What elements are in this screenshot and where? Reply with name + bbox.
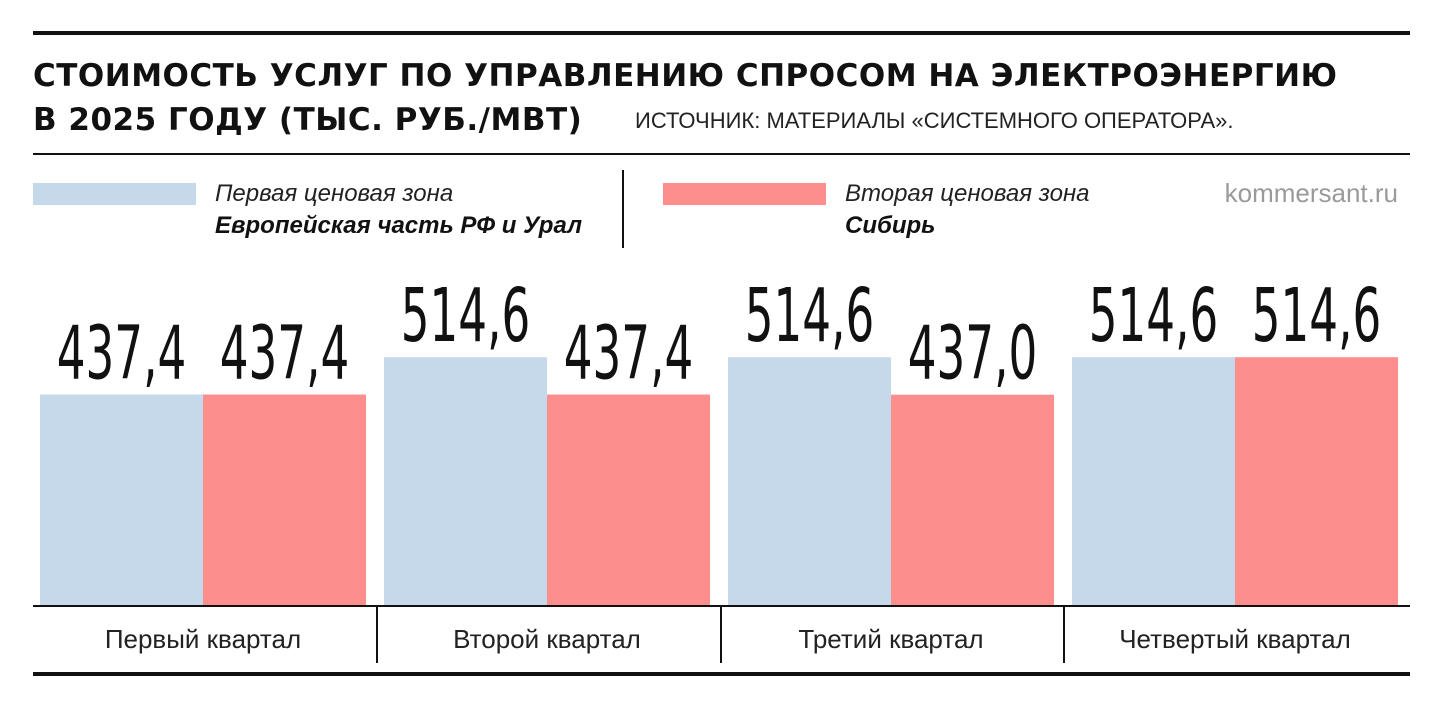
data-label-zone-1-q2: 514,6 [401, 274, 531, 360]
legend-label-zone-1: Первая ценовая зона [215, 180, 454, 207]
category-label-q1: Первый квартал [105, 624, 301, 654]
data-label-zone-1-q3: 514,6 [745, 274, 875, 360]
top-rule [33, 31, 1410, 35]
category-label-q2: Второй квартал [453, 624, 641, 654]
legend-sub-zone-2: Сибирь [845, 212, 936, 239]
bar-zone-1-q1 [40, 394, 203, 606]
bar-zone-1-q2 [384, 357, 547, 606]
bar-zone-1-q3 [728, 357, 891, 606]
data-label-zone-2-q3: 437,0 [908, 311, 1038, 397]
data-label-zone-2-q2: 437,4 [564, 311, 694, 397]
bar-zone-2-q3 [891, 394, 1054, 606]
chart-title-line-1: СТОИМОСТЬ УСЛУГ ПО УПРАВЛЕНИЮ СПРОСОМ НА… [33, 58, 1338, 94]
header-divider [33, 153, 1410, 155]
category-separator-1 [376, 606, 378, 663]
category-label-q4: Четвертый квартал [1119, 624, 1351, 654]
chart-title: СТОИМОСТЬ УСЛУГ ПО УПРАВЛЕНИЮ СПРОСОМ НА… [33, 54, 1337, 142]
site-label: kommersant.ru [1224, 178, 1398, 208]
legend-swatch-zone-2 [663, 183, 826, 205]
bottom-rule [33, 672, 1410, 676]
legend-swatch-zone-1 [33, 183, 196, 205]
source-note: ИСТОЧНИК: МАТЕРИАЛЫ «СИСТЕМНОГО ОПЕРАТОР… [635, 108, 1234, 133]
data-label-zone-1-q1: 437,4 [57, 311, 187, 397]
data-label-zone-1-q4: 514,6 [1089, 274, 1219, 360]
legend-sub-zone-1: Европейская часть РФ и Урал [215, 212, 583, 239]
data-label-zone-2-q1: 437,4 [220, 311, 350, 397]
data-label-zone-2-q4: 514,6 [1252, 274, 1382, 360]
legend-label-zone-2: Вторая ценовая зона [845, 180, 1090, 207]
x-axis-line [33, 605, 1410, 607]
category-separator-3 [1063, 606, 1065, 663]
chart-title-line-2: В 2025 ГОДУ (ТЫС. РУБ./МВТ) [33, 102, 583, 138]
legend-divider [622, 170, 624, 248]
category-label-q3: Третий квартал [798, 624, 983, 654]
bar-zone-2-q4 [1235, 357, 1398, 606]
bar-zone-1-q4 [1072, 357, 1235, 606]
bar-zone-2-q2 [547, 394, 710, 606]
bar-zone-2-q1 [203, 394, 366, 606]
category-separator-2 [720, 606, 722, 663]
